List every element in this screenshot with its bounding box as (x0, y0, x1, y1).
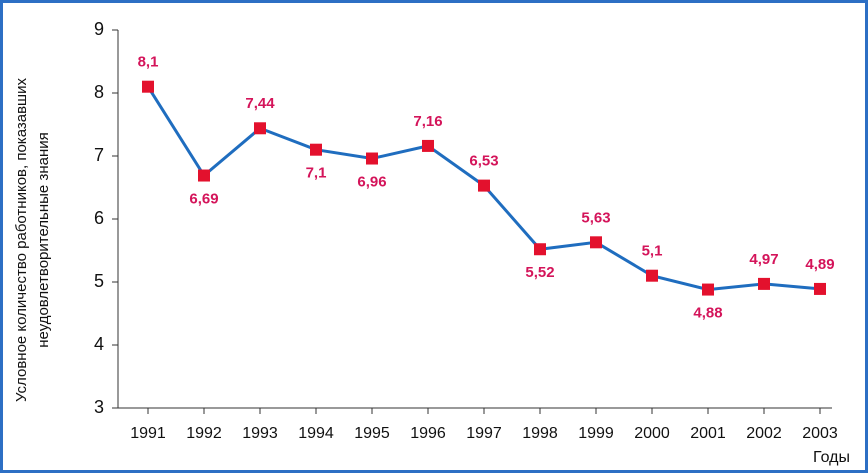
data-label: 4,88 (693, 305, 722, 322)
x-tick-label: 1994 (298, 425, 334, 442)
y-tick-label: 3 (94, 397, 104, 417)
data-label: 7,16 (413, 113, 442, 130)
x-tick-label: 2002 (746, 425, 782, 442)
data-label: 4,89 (805, 256, 834, 273)
y-axis-label: Условное количество работников, показавш… (13, 78, 30, 402)
data-label: 7,1 (306, 165, 327, 182)
marker (198, 169, 210, 182)
marker (646, 269, 658, 282)
x-tick-label: 1996 (410, 425, 446, 442)
x-tick-label: 1997 (466, 425, 502, 442)
x-axis-label: Годы (813, 449, 850, 466)
x-tick-label: 2001 (690, 425, 726, 442)
y-tick-label: 5 (94, 271, 104, 291)
x-tick-label: 1992 (186, 425, 222, 442)
y-tick-label: 4 (94, 334, 104, 354)
data-label: 6,96 (357, 173, 386, 190)
x-tick-label: 1995 (354, 425, 390, 442)
x-tick-label: 1993 (242, 425, 278, 442)
marker (366, 152, 378, 165)
marker (534, 243, 546, 256)
data-label: 8,1 (138, 54, 159, 71)
x-tick-label: 2003 (802, 425, 838, 442)
y-tick-label: 6 (94, 208, 104, 228)
marker (702, 283, 714, 296)
marker (254, 122, 266, 135)
marker (758, 277, 770, 290)
marker (142, 80, 154, 93)
marker (478, 179, 490, 192)
marker (310, 143, 322, 156)
data-label: 5,1 (642, 243, 663, 260)
x-tick-label: 1998 (522, 425, 558, 442)
data-label: 6,53 (469, 153, 498, 170)
y-tick-label: 8 (94, 82, 104, 102)
y-tick-label: 7 (94, 145, 104, 165)
y-tick-label: 9 (94, 19, 104, 39)
data-label: 6,69 (189, 190, 218, 207)
data-label: 7,44 (245, 95, 275, 112)
marker (422, 139, 434, 152)
data-label: 5,52 (525, 264, 554, 281)
marker (590, 236, 602, 249)
y-axis-label: неудовлетворительные знания (35, 132, 52, 348)
data-label: 4,97 (749, 251, 778, 268)
data-label: 5,63 (581, 209, 610, 226)
x-tick-label: 2000 (634, 425, 670, 442)
x-tick-label: 1991 (130, 425, 166, 442)
marker (814, 282, 826, 295)
x-tick-label: 1999 (578, 425, 614, 442)
